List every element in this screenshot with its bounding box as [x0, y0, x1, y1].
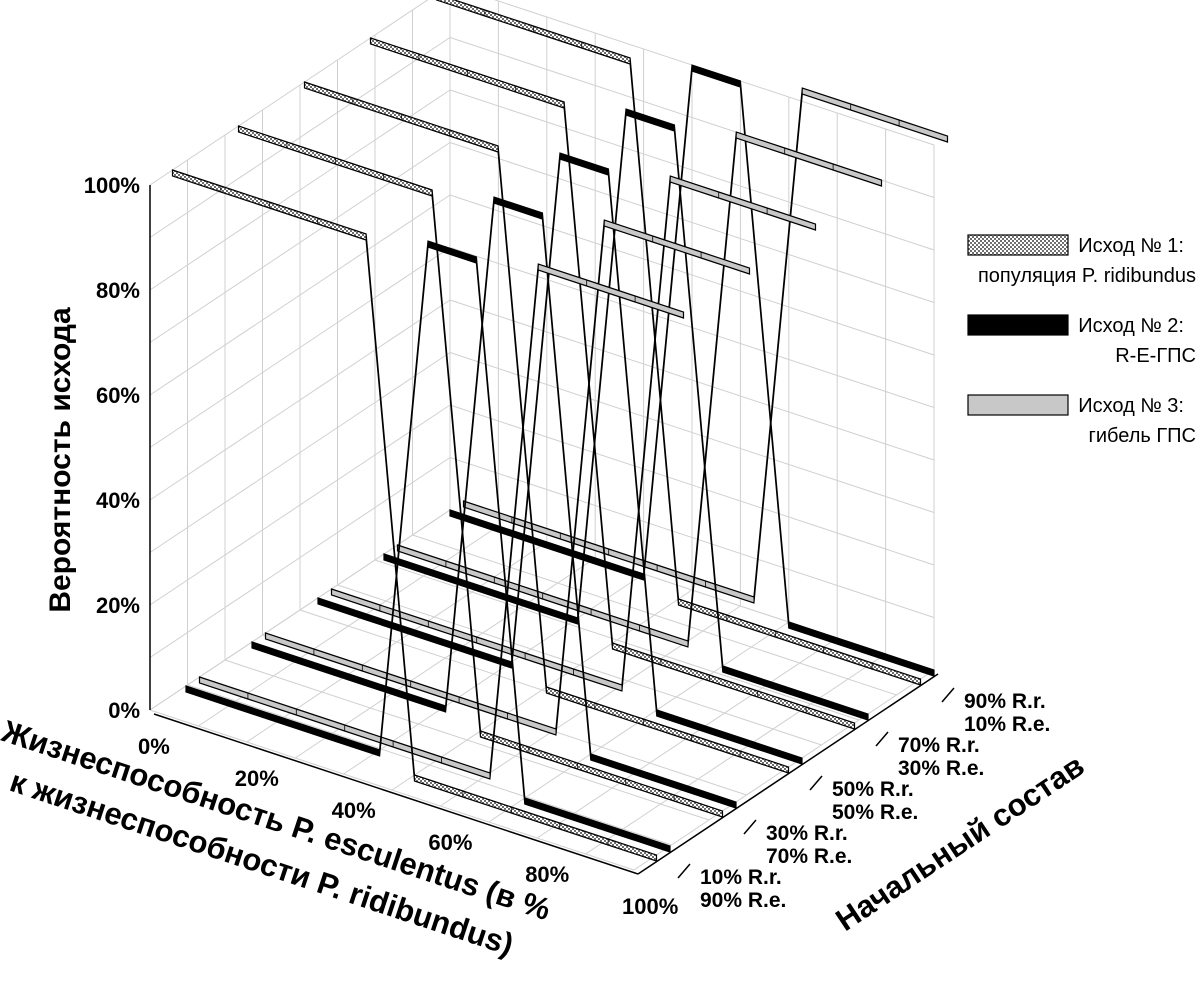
series-3-group-1-ribbon	[198, 263, 685, 780]
x-tick-label: 20%	[235, 766, 279, 791]
series-1-group-2-ribbon	[237, 125, 724, 818]
z-tick-label: 90% R.r.	[964, 690, 1046, 713]
series-2-group-3-ribbon	[317, 152, 803, 765]
series-2-group-2-ribbon	[251, 196, 737, 809]
legend: Исход № 1: популяция P. ridibundus Исход №…	[967, 234, 1196, 447]
y-axis-title: Вероятность исхода	[44, 307, 77, 613]
y-tick-label: 40%	[96, 488, 140, 513]
series-3-group-4-ribbon	[396, 131, 883, 648]
z-tick-label: 70% R.r.	[898, 734, 980, 757]
z-tick-mark	[875, 731, 889, 747]
x-tick-label: 60%	[428, 830, 472, 855]
series-2-group-5-ribbon	[449, 64, 935, 677]
series-3-group-3-ribbon	[330, 175, 817, 692]
legend-label: R-E-ГПС	[1115, 345, 1196, 367]
legend-label: Исход № 3:	[1078, 395, 1184, 417]
z-tick-label: 70% R.e.	[766, 845, 852, 868]
y-tick-label: 80%	[96, 278, 140, 303]
legend-swatch-1	[967, 234, 1069, 256]
legend-swatch-3	[967, 394, 1069, 416]
series-2-group-1-ribbon	[185, 240, 671, 853]
z-tick-label: 30% R.r.	[766, 822, 848, 845]
series-ribbons	[171, 0, 949, 862]
x-tick-label: 40%	[332, 798, 376, 823]
gridline	[149, 709, 635, 871]
series-3-group-2-ribbon	[264, 219, 751, 736]
series-1-group-5-ribbon	[435, 0, 922, 686]
y-tick-label: 0%	[108, 698, 140, 723]
z-tick-label: 30% R.e.	[898, 757, 984, 780]
y-tick-label: 60%	[96, 383, 140, 408]
series-2-group-4-ribbon	[383, 108, 869, 721]
gridline	[224, 659, 710, 821]
legend-label: популяция P. ridibundus	[978, 265, 1196, 287]
series-1-group-4-ribbon	[369, 37, 856, 730]
x-tick-label: 0%	[138, 734, 170, 759]
z-tick-label: 90% R.e.	[700, 889, 786, 912]
series-1-group-3-ribbon	[303, 81, 790, 774]
legend-swatch-2	[967, 314, 1069, 336]
legend-label: Исход № 2:	[1078, 315, 1184, 337]
z-tick-label: 10% R.r.	[700, 866, 782, 889]
gridline	[412, 534, 897, 696]
z-tick-mark	[677, 863, 691, 879]
x-tick-label: 80%	[525, 862, 569, 887]
z-tick-mark	[809, 775, 823, 791]
series-3-group-5-ribbon	[462, 87, 949, 604]
grid	[149, 0, 939, 875]
legend-label: гибель ГПС	[1089, 425, 1196, 447]
y-tick-label: 100%	[84, 173, 140, 198]
x-tick-label: 100%	[622, 894, 678, 919]
z-tick-label: 50% R.e.	[832, 801, 918, 824]
z-tick-label: 10% R.e.	[964, 713, 1050, 736]
gridline	[374, 559, 860, 721]
series-1-group-1-ribbon	[171, 169, 658, 862]
legend-label: Исход № 1:	[1078, 235, 1184, 257]
z-axis-line	[637, 673, 939, 875]
z-tick-mark	[743, 819, 757, 835]
x-axis-line	[153, 713, 639, 875]
gridline	[187, 684, 672, 846]
z-tick-label: 50% R.r.	[832, 778, 914, 801]
gridline	[337, 584, 822, 746]
y-tick-label: 20%	[96, 593, 140, 618]
z-tick-mark	[941, 687, 955, 703]
